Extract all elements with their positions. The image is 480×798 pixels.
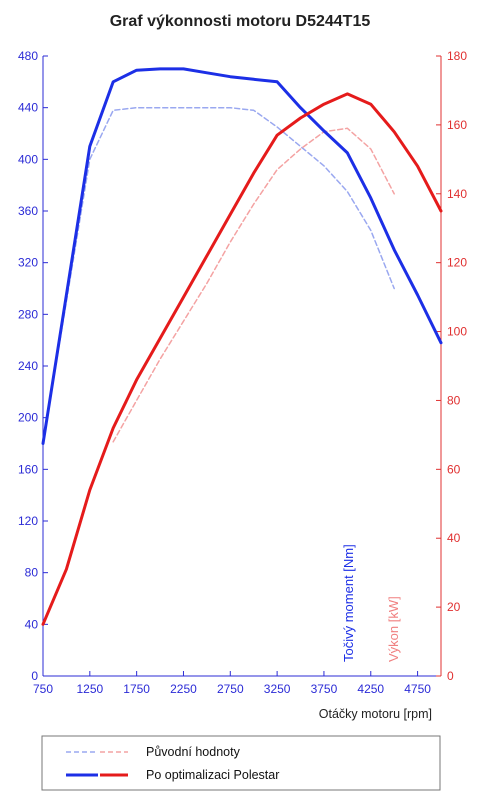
torque-original-line	[42, 106, 395, 445]
right-tick-label: 20	[447, 600, 461, 614]
legend-label-optimized: Po optimalizaci Polestar	[146, 768, 279, 782]
left-tick-label: 240	[18, 359, 38, 373]
left-tick-label: 80	[25, 566, 39, 580]
x-tick-label: 3750	[311, 682, 338, 696]
left-tick-label: 400	[18, 152, 38, 166]
left-tick-label: 40	[25, 617, 39, 631]
legend-entry-original: Původní hodnoty	[66, 745, 241, 759]
x-tick-label: 2250	[170, 682, 197, 696]
right-tick-label: 80	[447, 393, 461, 407]
left-axis-label: Točivý moment [Nm]	[341, 544, 356, 662]
chart-axes	[42, 56, 442, 677]
left-tick-label: 360	[18, 204, 38, 218]
right-tick-label: 60	[447, 462, 461, 476]
left-tick-label: 0	[31, 669, 38, 683]
legend-box	[41, 735, 441, 791]
left-tick-label: 480	[18, 49, 38, 63]
x-tick-label: 3250	[264, 682, 291, 696]
right-tick-label: 40	[447, 531, 461, 545]
data-series	[41, 67, 443, 626]
left-tick-label: 160	[18, 462, 38, 476]
x-tick-label: 4750	[404, 682, 431, 696]
chart-title: Graf výkonnosti motoru D5244T15	[110, 13, 371, 30]
x-tick-label: 1750	[123, 682, 150, 696]
left-tick-label: 320	[18, 256, 38, 270]
x-axis-label: Otáčky motoru [rpm]	[319, 707, 432, 721]
right-tick-label: 160	[447, 118, 467, 132]
legend-entry-optimized: Po optimalizaci Polestar	[66, 768, 279, 782]
x-tick-label: 1250	[76, 682, 103, 696]
x-tick-label: 2750	[217, 682, 244, 696]
axis-ticks: 0 40 80 120 160 200 240 280 320 360 400 440 480 0 20 40…	[18, 49, 467, 696]
right-tick-label: 120	[447, 256, 467, 270]
right-tick-label: 0	[447, 669, 454, 683]
power-optimized-line	[41, 92, 443, 626]
legend: Původní hodnoty Po optimalizaci Polestar	[41, 735, 441, 791]
left-tick-label: 200	[18, 411, 38, 425]
right-tick-label: 140	[447, 187, 467, 201]
right-tick-label: 180	[447, 49, 467, 63]
x-tick-label: 4250	[357, 682, 384, 696]
legend-label-original: Původní hodnoty	[146, 745, 241, 759]
left-tick-label: 440	[18, 101, 38, 115]
torque-optimized-line	[41, 67, 443, 445]
right-axis-label: Výkon [kW]	[386, 596, 401, 662]
right-tick-label: 100	[447, 325, 467, 339]
x-tick-label: 750	[33, 682, 53, 696]
left-tick-label: 120	[18, 514, 38, 528]
left-tick-label: 280	[18, 307, 38, 321]
power-original-line	[112, 127, 395, 443]
